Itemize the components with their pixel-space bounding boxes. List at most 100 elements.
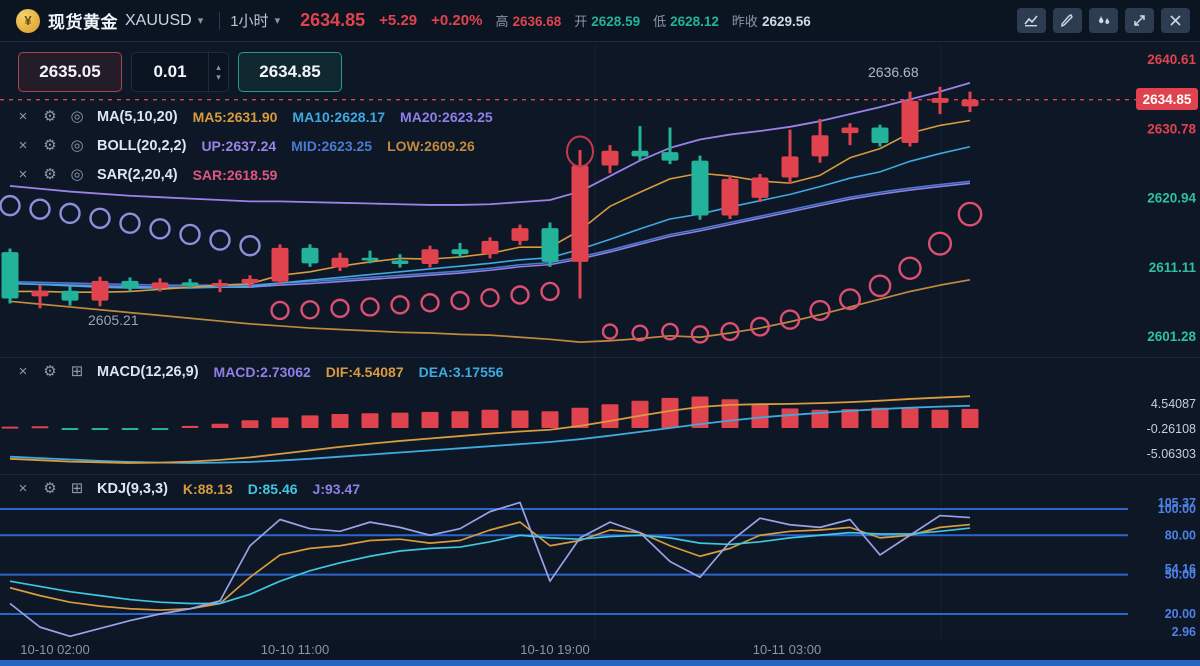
y-axis-label: 2611.11: [1149, 260, 1197, 275]
macd-bar: [601, 404, 619, 428]
ma10-value: MA10:2628.17: [292, 109, 386, 125]
candle-body: [901, 100, 919, 143]
timeframe-caret-icon[interactable]: ▾: [274, 15, 281, 27]
expand-pane-icon[interactable]: ⊞: [70, 363, 84, 380]
ma20-line: [9, 182, 971, 288]
candle-body: [121, 280, 139, 288]
sar-value: SAR:2618.59: [192, 167, 278, 183]
remove-indicator-icon[interactable]: ×: [18, 137, 28, 154]
kdj-axis-label: 20.00: [1165, 607, 1196, 621]
remove-indicator-icon[interactable]: ×: [18, 480, 28, 497]
sar-dot: [839, 288, 862, 311]
remove-indicator-icon[interactable]: ×: [18, 108, 28, 125]
panel-divider[interactable]: [0, 357, 1200, 358]
sar-dot: [661, 322, 679, 341]
boll-up-value: UP:2637.24: [201, 138, 277, 154]
y-axis-label: 2630.78: [1147, 121, 1196, 136]
sar-dot: [390, 295, 410, 315]
sar-dot: [59, 202, 81, 225]
order-panel: 2635.05 0.01 ▴ ▾ 2634.85: [18, 52, 342, 92]
candle-body: [1, 252, 19, 299]
panel-divider[interactable]: [0, 474, 1200, 475]
toolbar-buttons: [1017, 8, 1190, 33]
d-value: D:85.46: [247, 481, 298, 497]
visibility-eye-icon[interactable]: ◎: [70, 108, 84, 125]
marker-button[interactable]: [1089, 8, 1118, 33]
macd-bar: [91, 428, 109, 430]
high-price-annotation: 2636.68: [868, 64, 919, 80]
time-label: 10-10 02:00: [20, 642, 90, 657]
dif-line: [9, 395, 971, 464]
dif-value: DIF:4.54087: [325, 364, 404, 380]
boll-lower-band-line: [9, 278, 971, 343]
candle-body: [811, 135, 829, 157]
indicator-name: MA(5,10,20): [97, 109, 178, 125]
visibility-eye-icon[interactable]: ◎: [70, 166, 84, 183]
remove-indicator-icon[interactable]: ×: [18, 363, 28, 380]
remove-indicator-icon[interactable]: ×: [18, 166, 28, 183]
candle-body: [331, 257, 349, 268]
macd-bar: [481, 409, 499, 428]
event-circle-marker: [566, 135, 594, 168]
y-axis-label: 2620.94: [1147, 191, 1196, 206]
indicator-chart-button[interactable]: [1017, 8, 1046, 33]
macd-bar: [451, 411, 469, 428]
macd-bar: [61, 428, 79, 430]
expand-pane-icon[interactable]: ⊞: [70, 480, 84, 497]
settings-gear-icon[interactable]: ⚙: [43, 363, 57, 380]
macd-bar: [751, 404, 769, 428]
sar-dot: [480, 288, 500, 308]
low-value: 2628.12: [670, 14, 719, 29]
legend-macd: × ⚙ ⊞ MACD(12,26,9) MACD:2.73062 DIF:4.5…: [14, 362, 504, 382]
symbol-dropdown-caret-icon[interactable]: ▾: [197, 15, 204, 27]
timeframe-selector[interactable]: 1小时: [230, 13, 269, 30]
buy-price-button[interactable]: 2634.85: [238, 52, 342, 92]
settings-gear-icon[interactable]: ⚙: [43, 137, 57, 154]
pencil-icon: [1061, 14, 1074, 27]
settings-gear-icon[interactable]: ⚙: [43, 480, 57, 497]
time-axis[interactable]: 10-10 02:00 10-10 11:00 10-10 19:00 10-11 0…: [0, 640, 1200, 660]
indicator-name: SAR(2,20,4): [97, 167, 178, 183]
legend-boll: × ⚙ ◎ BOLL(20,2,2) UP:2637.24 MID:2623.2…: [14, 136, 475, 156]
draw-button[interactable]: [1053, 8, 1082, 33]
legend-ma: × ⚙ ◎ MA(5,10,20) MA5:2631.90 MA10:2628.…: [14, 107, 493, 127]
current-price-badge: 2634.85: [1136, 88, 1198, 110]
candle-body: [271, 247, 289, 282]
sar-dot: [450, 290, 470, 311]
kdj-d-line: [9, 527, 971, 605]
settings-gear-icon[interactable]: ⚙: [43, 108, 57, 125]
sar-dot: [510, 285, 530, 305]
visibility-eye-icon[interactable]: ◎: [70, 137, 84, 154]
fullscreen-button[interactable]: [1125, 8, 1154, 33]
sar-dot: [779, 309, 801, 330]
expand-icon: [1133, 14, 1146, 27]
candle-body: [751, 177, 769, 198]
macd-bar: [871, 407, 889, 428]
sar-dot: [300, 300, 320, 320]
last-price: 2634.85: [300, 10, 366, 30]
macd-bar: [271, 417, 289, 428]
macd-bar: [301, 415, 319, 428]
indicator-name: MACD(12,26,9): [97, 364, 199, 380]
symbol-code: XAUUSD: [125, 11, 192, 29]
settings-gear-icon[interactable]: ⚙: [43, 166, 57, 183]
high-label: 高: [495, 14, 509, 29]
price-change-pct: +0.20%: [431, 12, 483, 29]
candle-wick: [38, 285, 42, 309]
sar-dot: [149, 218, 171, 240]
macd-bar: [421, 411, 439, 428]
step-down-icon[interactable]: ▾: [216, 71, 221, 82]
step-up-icon[interactable]: ▴: [216, 61, 221, 72]
close-icon: [1170, 15, 1181, 26]
close-button[interactable]: [1161, 8, 1190, 33]
candle-body: [571, 165, 589, 262]
candle-body: [691, 160, 709, 216]
kdj-axis-label: 2.96: [1172, 625, 1196, 639]
sar-dot: [750, 316, 770, 337]
sell-price-button[interactable]: 2635.05: [18, 52, 122, 92]
j-value: J:93.47: [312, 481, 361, 497]
quantity-field[interactable]: 0.01: [131, 52, 209, 92]
sar-dot: [868, 274, 892, 298]
ma5-value: MA5:2631.90: [192, 109, 278, 125]
